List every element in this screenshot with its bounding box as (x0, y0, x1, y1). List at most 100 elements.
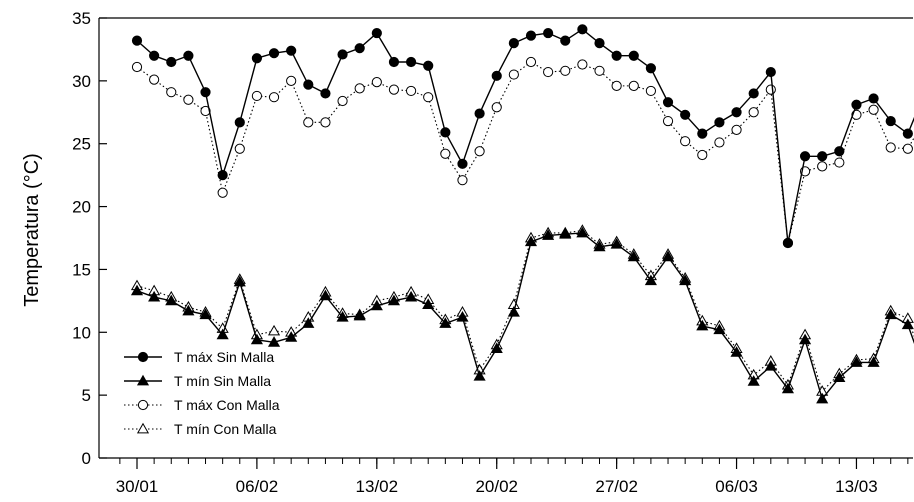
series-2 (131, 56, 914, 249)
data-point (645, 63, 657, 74)
data-point (423, 92, 434, 103)
data-point (679, 274, 692, 286)
data-point (405, 290, 418, 302)
data-point (559, 228, 572, 239)
data-point (200, 87, 211, 98)
data-point (199, 308, 212, 320)
data-point (234, 143, 245, 154)
y-tick-label: 30 (72, 72, 91, 91)
data-point (543, 27, 554, 39)
data-point (714, 137, 725, 148)
data-point (577, 59, 588, 70)
data-point (320, 88, 331, 99)
axes-layer: 0 5 10 15 20 25 30 35 30/01 06/02 13/02 20/02 27/02 0… (72, 9, 913, 496)
data-point (233, 275, 246, 287)
y-tick-label: 20 (72, 198, 91, 217)
y-tick-label: 0 (82, 449, 91, 468)
data-point (370, 299, 383, 311)
data-point (423, 60, 434, 71)
x-tick-label: 06/03 (715, 477, 758, 496)
data-point (507, 305, 520, 317)
data-point (491, 70, 502, 81)
data-point (491, 102, 502, 113)
data-point (371, 77, 382, 88)
data-point (524, 235, 538, 247)
x-tick-label: 27/02 (595, 477, 638, 496)
data-point (611, 80, 622, 91)
data-point (850, 356, 863, 367)
data-point (817, 151, 828, 162)
data-point (388, 56, 400, 68)
data-point (165, 294, 178, 306)
data-point (320, 117, 331, 128)
data-point (576, 226, 589, 238)
data-point (267, 324, 281, 336)
data-point (765, 66, 776, 78)
data-point (131, 61, 143, 73)
legend-item: T mín Sin Malla (124, 373, 271, 389)
data-point (610, 238, 623, 249)
x-tick-label: 13/02 (356, 477, 399, 496)
legend: T máx Sin Malla T mín Sin Malla T máx Con … (124, 349, 280, 437)
data-point (902, 143, 913, 154)
series-line (136, 61, 914, 244)
data-point (661, 250, 675, 262)
data-point (644, 274, 657, 286)
legend-marker (137, 351, 149, 363)
data-point (799, 333, 812, 345)
data-point (748, 107, 759, 118)
data-point (782, 237, 794, 249)
data-point (543, 66, 554, 78)
data-point (354, 43, 365, 54)
data-point (267, 336, 281, 347)
data-point (525, 56, 537, 68)
data-point (680, 136, 691, 147)
data-point (148, 290, 161, 302)
x-tick-label: 06/02 (236, 477, 279, 496)
data-point (542, 229, 555, 240)
data-point (851, 99, 862, 110)
data-point (250, 333, 263, 345)
data-point (183, 50, 194, 61)
data-point (473, 370, 486, 381)
data-point (799, 151, 811, 162)
data-point (765, 84, 776, 95)
data-point (868, 93, 879, 104)
y-tick-label: 5 (82, 386, 91, 405)
data-point (457, 158, 468, 169)
y-axis-title: Temperatura (°C) (21, 153, 43, 307)
data-point (645, 85, 657, 97)
data-point (405, 85, 417, 97)
data-point (816, 392, 829, 404)
data-point (217, 187, 228, 198)
data-point (867, 356, 880, 367)
data-point (166, 56, 177, 68)
data-point (834, 146, 845, 157)
data-point (234, 117, 245, 128)
data-point (251, 53, 263, 64)
data-point (268, 92, 280, 103)
data-point (336, 310, 349, 322)
data-point (593, 240, 606, 252)
data-point (834, 157, 845, 168)
data-point (183, 94, 194, 105)
data-point (781, 382, 795, 394)
series-3 (130, 224, 914, 396)
data-point (730, 346, 743, 357)
data-point (594, 65, 605, 76)
data-point (490, 342, 503, 354)
data-point (166, 87, 177, 98)
data-point (868, 104, 879, 115)
data-point (628, 50, 639, 61)
y-tick-label: 10 (72, 323, 91, 342)
data-point (130, 284, 144, 296)
data-point (560, 65, 571, 76)
y-tick-label: 15 (72, 260, 91, 279)
data-point (405, 56, 417, 68)
legend-item: T máx Con Malla (124, 397, 280, 413)
data-point (713, 323, 726, 335)
data-point (456, 310, 469, 322)
data-point (817, 161, 828, 172)
data-point (902, 128, 913, 139)
